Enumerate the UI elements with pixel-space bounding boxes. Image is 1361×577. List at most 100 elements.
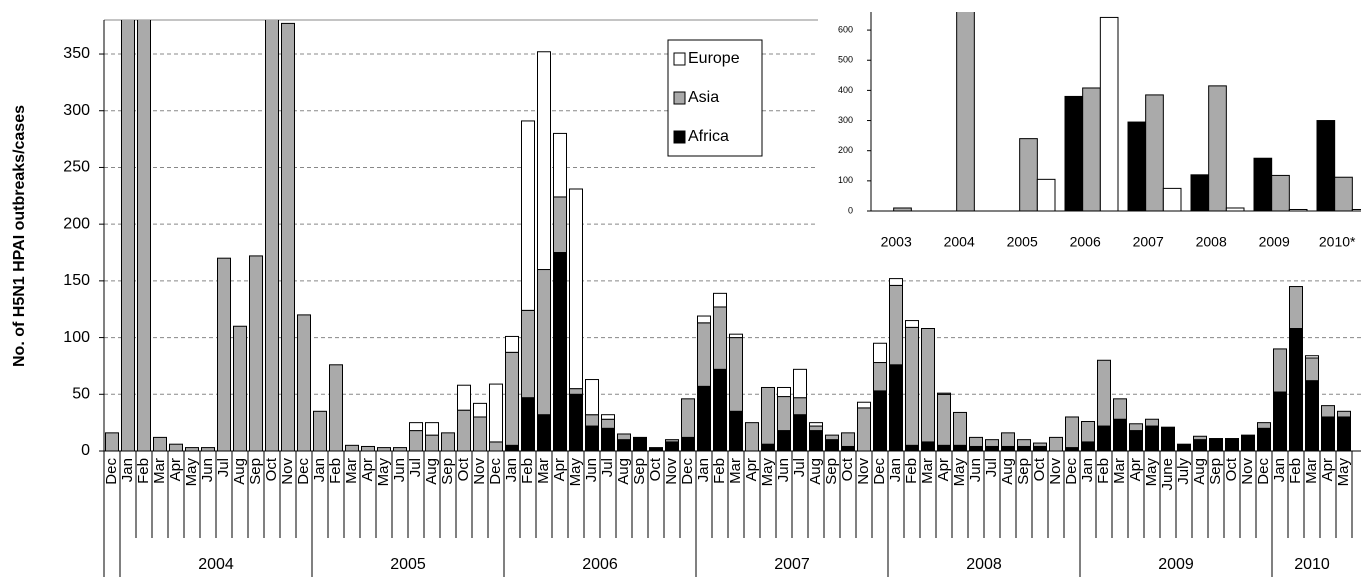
bar-segment	[1177, 443, 1191, 452]
bar-segment	[601, 414, 615, 420]
x-tick-label: June	[1159, 458, 1176, 491]
x-tick-label: Jun	[199, 458, 216, 482]
x-tick-label: Feb	[903, 458, 920, 484]
bar-segment	[681, 398, 695, 438]
bar-segment	[729, 333, 743, 339]
inset-x-tick-label: 2006	[1070, 234, 1101, 250]
bar	[1145, 94, 1164, 212]
bar-segment	[1113, 398, 1127, 420]
bar-segment	[841, 432, 855, 447]
bar-segment	[297, 314, 311, 452]
bar-segment	[1321, 405, 1335, 418]
bar	[1253, 157, 1273, 212]
bar-segment	[697, 322, 711, 387]
legend-label: Asia	[688, 89, 719, 106]
x-tick-label: Apr	[359, 458, 376, 481]
bar-segment	[393, 447, 407, 452]
year-label: 2004	[198, 556, 234, 573]
bar-segment	[937, 392, 951, 395]
bar-segment	[313, 410, 327, 452]
bar-segment	[1001, 432, 1015, 447]
y-tick-label: 150	[63, 272, 90, 289]
bar-segment	[905, 444, 919, 452]
bar-segment	[1209, 438, 1223, 452]
x-tick-label: Dec	[487, 458, 504, 485]
x-tick-label: Dec	[679, 458, 696, 485]
bar-segment	[265, 20, 279, 452]
x-tick-label: Nov	[1239, 458, 1256, 485]
x-tick-label: Feb	[519, 458, 536, 484]
bar-segment	[793, 368, 807, 399]
bar-segment	[1017, 439, 1031, 447]
x-tick-label: Sep	[247, 458, 264, 485]
bars	[105, 20, 1351, 452]
bar-segment	[985, 439, 999, 447]
x-tick-label: Aug	[1191, 458, 1208, 485]
x-tick-label: May	[375, 458, 392, 487]
x-tick-label: Dec	[871, 458, 888, 485]
inset-x-tick-label: 2007	[1133, 234, 1164, 250]
x-tick-label: Nov	[471, 458, 488, 485]
bar-segment	[777, 396, 791, 432]
bar-segment	[937, 393, 951, 446]
x-tick-label: Jul	[599, 458, 616, 477]
bar-segment	[841, 445, 855, 452]
bar	[1064, 95, 1084, 212]
x-tick-label: Nov	[1047, 458, 1064, 485]
bar-segment	[969, 445, 983, 452]
x-tick-label: July	[1175, 458, 1192, 485]
bar-segment	[1033, 442, 1047, 447]
year-label: 2008	[966, 556, 1002, 573]
bar-segment	[201, 447, 215, 452]
x-tick-label: Aug	[807, 458, 824, 485]
bar-segment	[649, 447, 663, 452]
x-tick-label: Dec	[295, 458, 312, 485]
bar-segment	[105, 432, 119, 452]
bar-segment	[1097, 425, 1111, 452]
inset-y-tick-label: 400	[838, 85, 853, 95]
bar-segment	[505, 351, 519, 446]
bar-segment	[329, 364, 343, 452]
x-tick-label: Jul	[983, 458, 1000, 477]
inset-x-tick-label: 2009	[1259, 234, 1290, 250]
inset-y-tick-label: 600	[838, 24, 853, 34]
bar-segment	[601, 427, 615, 452]
x-tick-label: May	[183, 458, 200, 487]
x-tick-label: Apr	[167, 458, 184, 481]
bar-segment	[457, 384, 471, 411]
bar-segment	[825, 434, 839, 441]
bar-segment	[953, 444, 967, 452]
bar-segment	[553, 132, 567, 198]
x-tick-label: Sep	[1207, 458, 1224, 485]
bar-segment	[873, 390, 887, 452]
bar-segment	[1257, 427, 1271, 452]
bar-segment	[697, 315, 711, 324]
x-tick-label: Feb	[327, 458, 344, 484]
bar-segment	[777, 386, 791, 398]
x-tick-label: Oct	[455, 457, 472, 481]
bar-segment	[857, 407, 871, 452]
bar-segment	[1289, 328, 1303, 452]
bar-segment	[729, 410, 743, 452]
legend-label: Europe	[688, 50, 740, 67]
x-tick-label: Dec	[1063, 458, 1080, 485]
x-tick-label: Mar	[1111, 458, 1128, 484]
x-tick-label: Feb	[1095, 458, 1112, 484]
bar	[1271, 174, 1290, 212]
bar-segment	[441, 432, 455, 452]
x-tick-label: Jan	[887, 458, 904, 482]
x-tick-label: Nov	[663, 458, 680, 485]
bar-segment	[1193, 439, 1207, 452]
bar-segment	[185, 447, 199, 452]
bar-segment	[1065, 416, 1079, 449]
x-tick-label: Oct	[647, 457, 664, 481]
x-tick-label: Mar	[535, 458, 552, 484]
bar-segment	[1289, 286, 1303, 330]
bar-segment	[281, 22, 295, 452]
bar-segment	[409, 422, 423, 432]
bar-segment	[809, 422, 823, 427]
inset-y-tick-label: 500	[838, 55, 853, 65]
x-tick-label: Feb	[135, 458, 152, 484]
bar-segment	[889, 284, 903, 366]
bar-segment	[1305, 380, 1319, 452]
